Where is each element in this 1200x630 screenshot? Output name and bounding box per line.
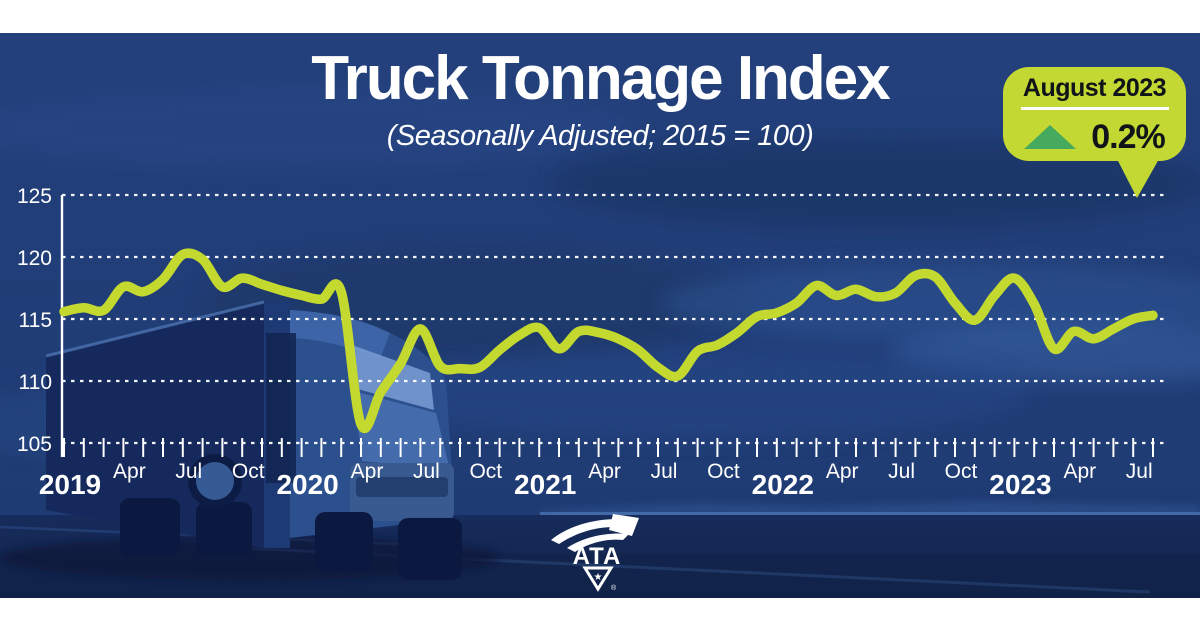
page-subtitle: (Seasonally Adjusted; 2015 = 100) — [386, 120, 814, 153]
badge-value-row: 0.2% — [1024, 117, 1166, 157]
ata-wing-icon — [551, 514, 639, 552]
x-month-label: Apr — [1063, 460, 1096, 483]
x-month-label: Apr — [113, 460, 146, 483]
x-month-label: Oct — [945, 460, 978, 483]
ata-logo-triangle — [582, 566, 614, 592]
tonnage-line — [59, 248, 1158, 433]
y-tick-label: 125 — [17, 185, 52, 208]
registered-mark: ® — [611, 584, 617, 592]
ata-logo: ATA ★ ® — [551, 514, 639, 592]
y-tick-label: 120 — [17, 247, 52, 270]
badge-tail — [1117, 159, 1159, 198]
x-month-label: Jul — [888, 460, 915, 483]
x-year-label: 2020 — [276, 469, 338, 500]
ata-logo-star: ★ — [594, 572, 603, 583]
x-month-label: Apr — [588, 460, 621, 483]
truck-photo-background — [0, 33, 1200, 598]
badge-change-value: 0.2% — [1091, 117, 1165, 156]
x-month-label: Jul — [1126, 460, 1153, 483]
ata-logo-text: ATA — [573, 543, 622, 570]
x-month-label: Oct — [469, 460, 502, 483]
x-month-label: Oct — [232, 460, 265, 483]
x-month-label: Jul — [651, 460, 678, 483]
up-arrow-icon — [1024, 125, 1077, 149]
badge-divider — [1020, 107, 1169, 110]
x-month-label: Jul — [413, 460, 440, 483]
badge-month-label: August 2023 — [1022, 74, 1167, 102]
y-tick-label: 105 — [17, 433, 52, 456]
x-year-label: 2021 — [514, 469, 576, 500]
x-month-label: Oct — [707, 460, 740, 483]
gridlines — [62, 193, 1166, 445]
x-year-label: 2022 — [752, 469, 814, 500]
chart-header: Truck Tonnage Index (Seasonally Adjusted… — [0, 46, 1200, 153]
x-year-label: 2023 — [989, 469, 1051, 500]
x-axis-labels: 2019 Apr Jul Oct 2020 Apr Jul Oct 2021 Apr Jul Oct 2… — [39, 460, 1153, 500]
x-month-label: Apr — [826, 460, 859, 483]
x-axis-ticks — [63, 438, 1154, 457]
x-month-label: Jul — [175, 460, 202, 483]
y-tick-label: 110 — [19, 371, 52, 394]
page-title: Truck Tonnage Index — [311, 44, 891, 113]
truck-wheels — [120, 498, 462, 580]
change-badge: August 2023 0.2% — [1003, 67, 1186, 161]
x-month-label: Apr — [351, 460, 384, 483]
y-axis-labels: 105 110 115 120 125 — [17, 185, 52, 456]
x-year-label: 2019 — [39, 469, 101, 500]
y-tick-label: 115 — [19, 309, 52, 332]
